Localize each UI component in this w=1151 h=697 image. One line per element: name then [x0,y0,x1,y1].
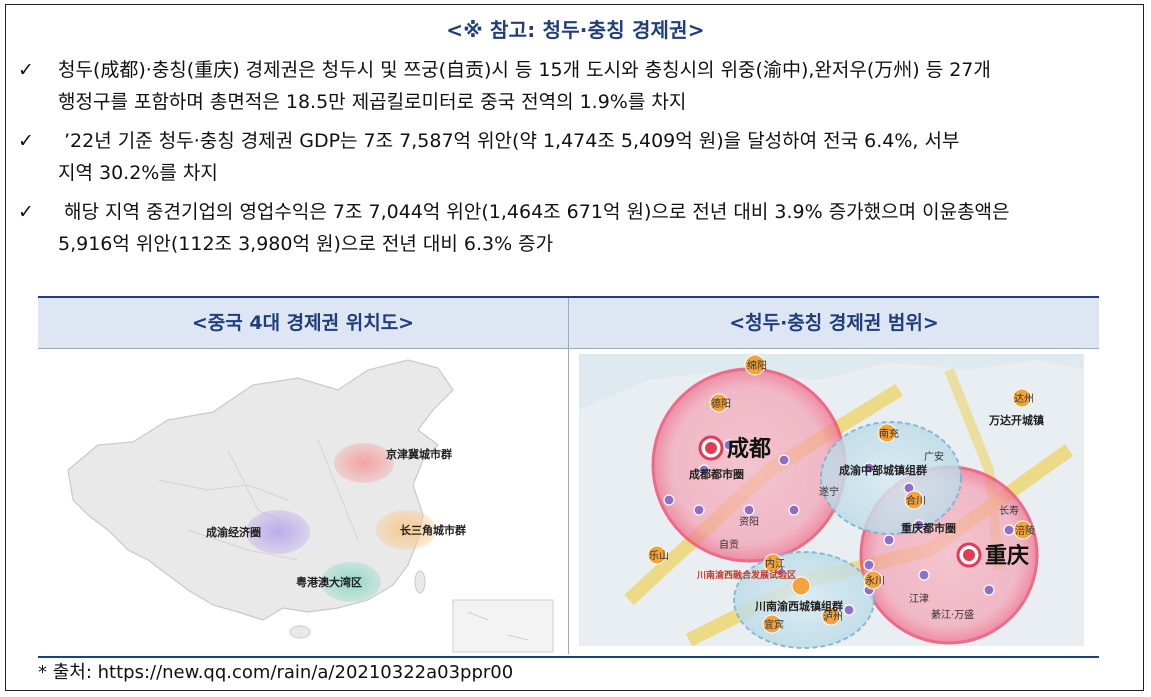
city-label: 资阳 [739,516,759,528]
city-label: 德阳 [711,397,731,410]
document-frame [5,4,1144,691]
check-icon: ✓ [18,201,34,223]
city-label: 广安 [924,450,944,463]
zone-label: 川南渝西城镇组群 [754,599,843,613]
city-label: 合川 [906,494,926,507]
region-label: 京津冀城市群 [386,447,452,461]
city-label: 永川 [865,574,885,587]
check-icon: ✓ [18,130,34,152]
bullet-item: ✓ ’22년 기준 청두·충칭 경제권 GDP는 7조 7,587억 위안(약 … [18,125,1138,189]
bullet-text-line: 5,916억 위안(112조 3,980억 원)으로 전년 대비 6.3% 증가 [58,233,554,255]
zone-label: 川南渝西融合发展试验区 [696,569,796,581]
city-label: 长寿 [999,504,1019,517]
bullet-list: ✓ 청두(成都)·충칭(重庆) 경제권은 청두시 및 쯔궁(自贡)시 등 15개… [18,54,1138,267]
bullet-text-line: 행정구를 포함하며 총면적은 18.5만 제곱킬로미터로 중국 전역의 1.9%… [58,91,687,113]
header-chengyu-map: <청두·충칭 경제권 범위> [729,312,939,334]
city-label: 綦江·万盛 [931,608,974,621]
main-city-label: 重庆 [985,543,1029,569]
bullet-item: ✓ 해당 지역 중견기업의 영업수익은 7조 7,044억 위안(1,464조 … [18,196,1138,260]
bullet-text-line: 청두(成都)·충칭(重庆) 경제권은 청두시 및 쯔궁(自贡)시 등 15개 도… [58,59,991,81]
city-label: 南充 [879,427,899,440]
check-icon: ✓ [18,59,34,81]
city-label: 自贡 [719,538,739,551]
header-china-map: <중국 4대 경제권 위치도> [191,312,415,334]
main-city-label: 成都 [727,437,771,462]
bullet-item: ✓ 청두(成都)·충칭(重庆) 경제권은 청두시 및 쯔궁(自贡)시 등 15개… [18,54,1138,118]
column-divider [568,298,569,654]
city-label: 涪陵 [1015,524,1035,537]
city-label: 绵阳 [747,359,767,372]
bullet-text-line: ’22년 기준 청두·충칭 경제권 GDP는 7조 7,587억 위안(약 1,… [64,130,960,152]
bullet-text-line: 지역 30.2%를 차지 [58,162,218,184]
section-title: <※ 참고: 청두·충칭 경제권> [446,18,705,42]
region-label: 粤港澳大湾区 [296,575,362,589]
city-label: 江津 [909,593,929,605]
zone-label: 重庆都市圈 [901,521,956,535]
city-label: 达州 [1014,393,1034,405]
city-label: 泸州 [823,611,843,623]
figure-table: <중국 4대 경제권 위치도> <청두·충칭 경제권 범위> [38,296,1099,658]
zone-label: 万达开城镇 [988,413,1044,427]
zone-label: 成渝中部城镇组群 [839,463,927,477]
chengyu-range-map: 成都 重庆 成都都市圈 重庆都市圈 成渝中部城镇组群 川南渝西城镇组群 川南渝西… [569,350,1099,654]
source-note: * 출처: https://new.qq.com/rain/a/20210322… [38,662,514,683]
city-label: 乐山 [649,550,669,562]
city-label: 遂宁 [819,485,839,498]
zone-label: 成都都市圈 [689,467,744,481]
region-label: 长三角城市群 [400,523,466,537]
city-label: 宜宾 [764,618,784,631]
bullet-text-line: 해당 지역 중견기업의 영업수익은 7조 7,044억 위안(1,464조 67… [64,201,1010,223]
china-economic-regions-map: 京津冀城市群 成渝经济圈 长三角城市群 粤港澳大湾区 [38,350,568,654]
region-label: 成渝经济圈 [206,525,261,539]
city-label: 内江 [765,557,785,570]
